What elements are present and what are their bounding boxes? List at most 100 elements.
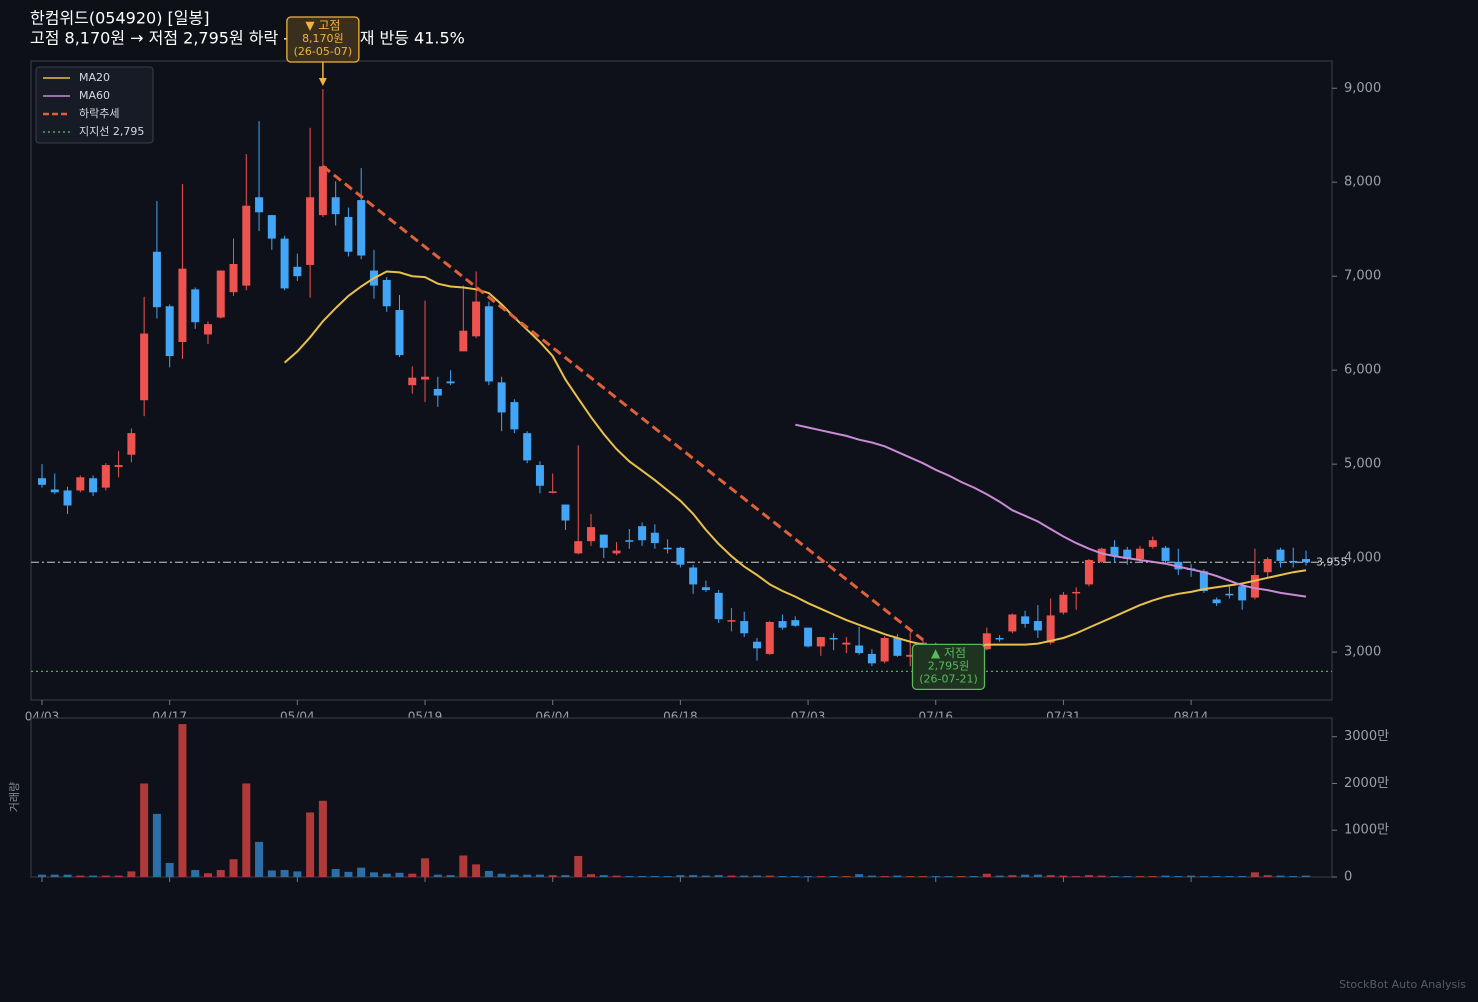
volume-bar xyxy=(1059,875,1068,877)
volume-bar xyxy=(893,875,902,877)
annotation-text: (26-07-21) xyxy=(919,672,978,685)
candle-body xyxy=(510,402,519,430)
volume-bar xyxy=(1148,876,1157,877)
volume-bar xyxy=(408,873,417,877)
candle-body xyxy=(906,654,915,657)
volume-bar xyxy=(650,876,659,877)
ma-line xyxy=(795,423,1307,598)
volume-bar xyxy=(638,876,647,877)
candle-body xyxy=(114,465,123,467)
volume-bar xyxy=(114,875,123,877)
volume-bar xyxy=(152,813,161,877)
candle-body xyxy=(484,306,493,382)
volume-y-tick-label: 3000만 xyxy=(1344,729,1389,744)
candle-body xyxy=(1021,616,1030,624)
volume-y-tick-label: 0 xyxy=(1344,870,1352,885)
volume-bar xyxy=(1263,875,1272,877)
candle-body xyxy=(599,534,608,548)
candle-body xyxy=(433,388,442,396)
volume-bar xyxy=(1084,875,1093,877)
candle-body xyxy=(867,653,876,664)
candle-body xyxy=(727,620,736,622)
volume-bar xyxy=(880,876,889,877)
annotation-text: 8,170원 xyxy=(302,32,344,45)
volume-bar xyxy=(344,871,353,877)
y-tick-label: 6,000 xyxy=(1344,363,1381,378)
volume-bar xyxy=(535,874,544,877)
candle-body xyxy=(38,478,46,485)
candle-body xyxy=(1148,540,1157,547)
volume-bar xyxy=(446,875,455,877)
volume-bar xyxy=(970,876,979,877)
candle-body xyxy=(344,216,353,252)
volume-bar xyxy=(242,783,251,877)
candle-body xyxy=(689,567,698,585)
candle-body xyxy=(63,490,72,506)
candle-body xyxy=(1302,559,1310,563)
volume-bar xyxy=(931,876,940,877)
volume-bar xyxy=(63,874,72,877)
candle-body xyxy=(995,637,1004,640)
volume-bar xyxy=(765,875,774,877)
volume-bar xyxy=(561,875,570,877)
volume-bar xyxy=(1199,876,1208,877)
volume-bar xyxy=(829,876,838,877)
legend-label: MA20 xyxy=(79,71,110,84)
annotation-text: ▲ 저점 xyxy=(931,646,966,660)
candle-body xyxy=(306,197,315,265)
volume-bar xyxy=(957,876,966,877)
candle-body xyxy=(765,622,774,654)
candle-body xyxy=(1238,586,1247,601)
candle-body xyxy=(778,621,787,628)
candle-body xyxy=(574,541,583,554)
volume-bar xyxy=(191,869,200,877)
volume-bar xyxy=(855,874,864,877)
candle-body xyxy=(535,465,544,486)
volume-bar xyxy=(395,872,404,877)
volume-bar xyxy=(421,858,430,877)
legend-box xyxy=(35,66,154,144)
volume-bar xyxy=(791,876,800,877)
volume-bar xyxy=(255,841,264,877)
volume-bar xyxy=(101,875,110,877)
volume-panel xyxy=(30,717,1333,878)
volume-bar xyxy=(203,873,212,877)
candle-body xyxy=(421,376,430,380)
candle-body xyxy=(203,324,212,335)
annotation-text: 2,795원 xyxy=(928,659,970,672)
volume-bar xyxy=(1008,875,1017,877)
volume-bar xyxy=(140,783,149,877)
candle-body xyxy=(638,526,647,541)
candle-body xyxy=(523,433,532,461)
candle-body xyxy=(472,301,481,337)
candle-body xyxy=(676,547,685,565)
candle-body xyxy=(1059,594,1068,613)
price-panel xyxy=(30,60,1333,701)
volume-bar xyxy=(1110,876,1119,877)
candle-body xyxy=(752,641,761,649)
candle-body xyxy=(76,477,85,491)
volume-y-tick-label: 1000만 xyxy=(1344,823,1389,838)
annotation: ▲ 저점2,795원(26-07-21) xyxy=(911,643,986,690)
candle-body xyxy=(612,550,621,554)
candle-body xyxy=(395,310,404,356)
volume-bar xyxy=(293,871,302,877)
volume-bar xyxy=(982,873,991,877)
volume-bar xyxy=(318,800,327,877)
volume-bar xyxy=(548,875,557,877)
candle-body xyxy=(1097,548,1106,562)
volume-bar xyxy=(369,872,378,877)
candle-body xyxy=(548,491,557,493)
candle-body xyxy=(1033,621,1042,631)
volume-bar xyxy=(1276,875,1285,877)
candle-body xyxy=(740,621,749,634)
volume-bar xyxy=(740,875,749,877)
volume-bar xyxy=(178,724,187,877)
candle-body xyxy=(1212,599,1221,604)
volume-bar xyxy=(1123,876,1132,877)
candle-body xyxy=(1199,571,1208,591)
volume-bar xyxy=(574,855,583,877)
candle-body xyxy=(855,645,864,654)
candle-body xyxy=(178,268,187,342)
